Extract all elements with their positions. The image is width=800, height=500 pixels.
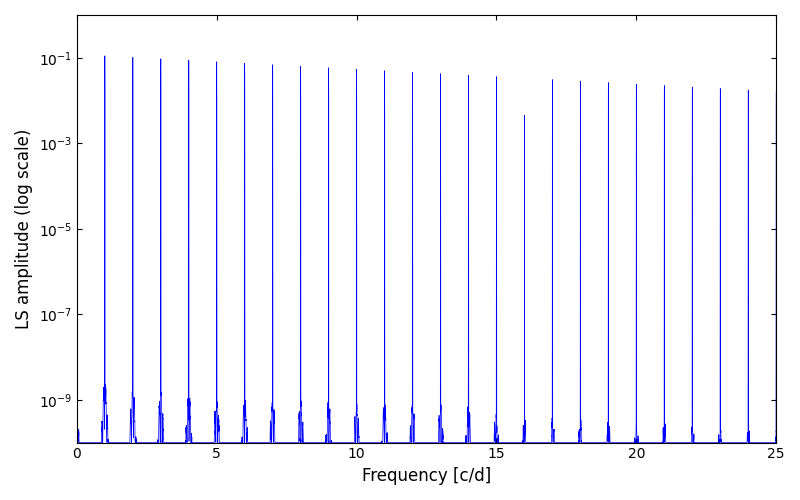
Y-axis label: LS amplitude (log scale): LS amplitude (log scale) — [15, 128, 33, 329]
X-axis label: Frequency [c/d]: Frequency [c/d] — [362, 467, 491, 485]
